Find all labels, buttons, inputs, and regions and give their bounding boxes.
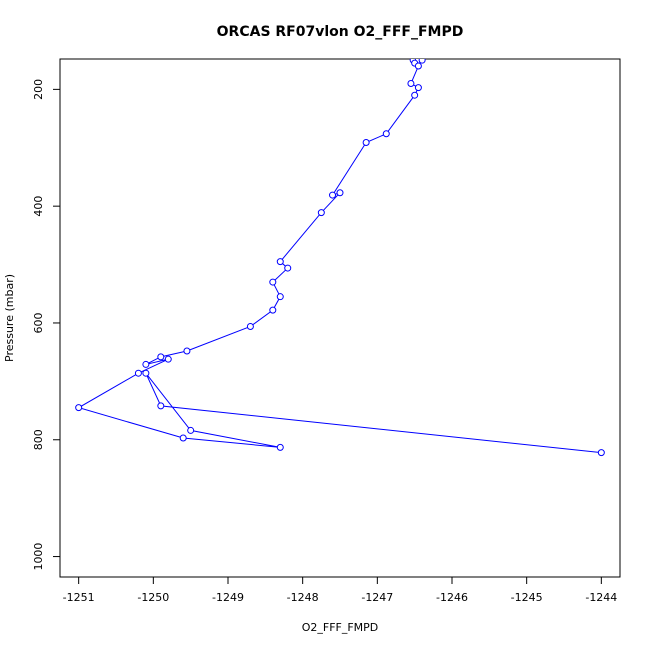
data-point: [75, 404, 83, 412]
y-tick-label: 600: [32, 312, 45, 333]
y-axis-label: Pressure (mbar): [3, 274, 16, 362]
x-tick-label: -1245: [511, 591, 543, 604]
data-point: [164, 355, 172, 363]
x-tick-label: -1248: [287, 591, 319, 604]
x-tick-label: -1246: [436, 591, 468, 604]
y-tick-label: 800: [32, 429, 45, 450]
x-tick-label: -1250: [137, 591, 169, 604]
data-point: [246, 322, 254, 330]
data-point: [276, 258, 284, 266]
y-tick-label: 400: [32, 196, 45, 217]
data-point: [597, 449, 605, 457]
data-point: [404, 40, 410, 46]
series-line: [77, 59, 602, 454]
chart-title: ORCAS RF07vlon O2_FFF_FMPD: [217, 24, 464, 40]
y-tick-label: 1000: [32, 543, 45, 571]
x-axis-label: O2_FFF_FMPD: [302, 621, 379, 634]
data-point: [276, 443, 284, 451]
data-point: [142, 360, 150, 368]
data-point: [134, 369, 142, 377]
data-point: [414, 62, 422, 70]
data-point: [284, 264, 292, 272]
data-point: [407, 80, 415, 88]
x-tick-label: -1249: [212, 591, 244, 604]
x-axis: -1251 -1250 -1249 -1248 -1247 -1246 -1245 -1244: [63, 577, 617, 604]
data-point: [336, 189, 344, 197]
x-tick-label: -1251: [63, 591, 95, 604]
data-point: [269, 306, 277, 314]
y-axis: 200 400 600 800 1000: [32, 79, 60, 571]
data-point: [183, 347, 191, 355]
x-tick-label: -1247: [361, 591, 393, 604]
data-point: [157, 402, 165, 410]
data-point: [276, 293, 284, 301]
data-point: [317, 209, 325, 217]
data-point: [414, 84, 422, 92]
x-tick-label: -1244: [585, 591, 617, 604]
data-point: [269, 278, 277, 286]
data-point: [142, 369, 150, 377]
data-point: [329, 191, 337, 199]
data-point: [187, 426, 195, 434]
data-point: [157, 353, 165, 361]
data-point: [179, 434, 187, 442]
series-group: [75, 40, 605, 457]
data-point: [382, 130, 390, 138]
data-point: [362, 139, 370, 147]
data-point: [411, 91, 419, 99]
y-tick-label: 200: [32, 79, 45, 100]
data-point: [418, 59, 426, 64]
plot-frame: [59, 58, 621, 578]
